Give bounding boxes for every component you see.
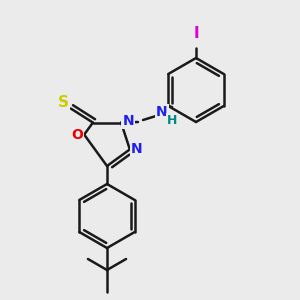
Text: S: S (57, 95, 68, 110)
Text: N: N (122, 114, 134, 128)
Text: H: H (167, 113, 177, 127)
Text: I: I (193, 26, 199, 40)
Text: O: O (71, 128, 83, 142)
Text: N: N (131, 142, 142, 156)
Text: N: N (156, 105, 168, 119)
